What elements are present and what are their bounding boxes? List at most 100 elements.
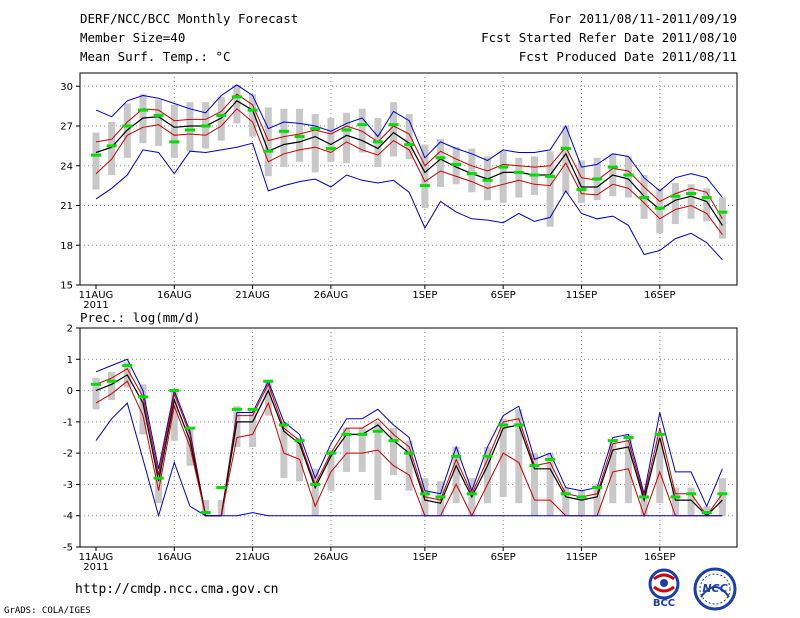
- spread-box: [687, 184, 695, 219]
- spread-box: [671, 487, 679, 516]
- spread-box: [562, 126, 570, 194]
- spread-box: [108, 371, 116, 400]
- spread-box: [390, 428, 398, 476]
- spread-box: [311, 114, 319, 173]
- x-tick-label: 6SEP: [491, 290, 516, 301]
- plot-frame-0: [79, 72, 738, 286]
- produced-date: Fcst Produced Date 2011/08/11: [518, 49, 737, 64]
- spread-box: [484, 156, 491, 201]
- spread-box: [264, 381, 272, 416]
- x-tick-label: 26AUG: [314, 552, 349, 563]
- spread-box: [343, 112, 351, 164]
- upper-line: [95, 93, 723, 220]
- lower-line: [95, 108, 723, 235]
- prec-label: Prec.: log(mm/d): [80, 310, 201, 325]
- spread-box: [671, 182, 679, 225]
- x-tick-year: 2011: [83, 562, 108, 573]
- spread-box: [92, 132, 100, 190]
- y-tick-label: -3: [63, 480, 73, 491]
- member-size: Member Size=40: [80, 30, 186, 45]
- spread-box: [280, 108, 288, 168]
- spread-box: [327, 118, 335, 162]
- spread-box: [499, 151, 507, 203]
- spread-box: [421, 144, 429, 209]
- spread-box: [155, 99, 163, 146]
- x-tick-label: 16AUG: [157, 552, 192, 563]
- spread-box: [217, 96, 225, 141]
- spread-box: [515, 409, 523, 504]
- spread-box: [139, 384, 147, 435]
- spread-box: [687, 487, 695, 516]
- spread-box: [437, 481, 445, 516]
- spread-box: [358, 108, 366, 153]
- spread-box: [233, 84, 241, 124]
- spread-box: [202, 500, 210, 516]
- spread-box: [264, 107, 272, 177]
- bcc-logo-icon: [648, 568, 680, 600]
- x-tick-label: 1SEP: [412, 552, 437, 563]
- spread-box: [170, 390, 178, 441]
- spread-box: [155, 465, 163, 504]
- refer-date: Fcst Started Refer Date 2011/08/10: [481, 30, 737, 45]
- spread-box: [311, 468, 319, 516]
- lower-line: [95, 380, 723, 518]
- spread-box: [327, 450, 335, 491]
- spread-box: [624, 156, 632, 198]
- spread-box: [703, 506, 711, 516]
- variable-label: Mean Surf. Temp.: °C: [80, 49, 231, 64]
- spread-box: [499, 418, 507, 497]
- spread-box: [249, 94, 257, 137]
- spread-box: [656, 188, 664, 234]
- max-line: [95, 84, 723, 198]
- chart-title: DERF/NCC/BCC Monthly Forecast: [80, 11, 299, 26]
- y-tick-label: 15: [60, 281, 73, 292]
- y-tick-label: -4: [63, 511, 73, 522]
- bcc-logo: BCC: [641, 567, 687, 611]
- min-line: [95, 142, 723, 261]
- forecast-period: For 2011/08/11-2011/09/19: [548, 11, 737, 26]
- spread-box: [249, 409, 257, 447]
- x-tick-label: 11AUG: [79, 552, 114, 563]
- y-tick-label: -1: [63, 417, 73, 428]
- spread-box: [577, 160, 585, 203]
- y-tick-label: 24: [60, 161, 73, 172]
- x-tick-label: 11SEP: [566, 290, 597, 301]
- x-tick-label: 16SEP: [644, 290, 675, 301]
- y-tick-label: 18: [60, 241, 73, 252]
- spread-box: [530, 453, 538, 516]
- spread-box: [577, 490, 585, 516]
- spread-box: [217, 500, 225, 516]
- spread-box: [437, 139, 445, 187]
- footer-url[interactable]: http://cmdp.ncc.cma.gov.cn: [75, 582, 279, 597]
- spread-box: [186, 102, 194, 152]
- spread-box: [108, 122, 116, 176]
- x-tick-label: 16AUG: [157, 290, 192, 301]
- ncc-logo-text: NCC: [702, 582, 728, 595]
- x-tick-label: 16SEP: [644, 552, 675, 563]
- spread-box: [656, 437, 664, 504]
- spread-box: [233, 406, 241, 447]
- spread-box: [703, 188, 711, 222]
- y-tick-label: 21: [60, 201, 73, 212]
- y-tick-label: 27: [60, 122, 73, 133]
- spread-box: [640, 490, 648, 516]
- y-tick-label: 1: [67, 355, 73, 366]
- spread-box: [374, 421, 382, 501]
- y-tick-label: -2: [63, 449, 73, 460]
- spread-box: [546, 151, 554, 227]
- spread-box: [390, 102, 398, 157]
- spread-box: [515, 157, 523, 198]
- spread-box: [358, 428, 366, 472]
- x-tick-label: 11SEP: [566, 552, 597, 563]
- ncc-logo: NCC: [693, 567, 737, 611]
- spread-box: [546, 453, 554, 516]
- spread-box: [484, 446, 491, 504]
- x-tick-label: 1SEP: [412, 290, 437, 301]
- spread-box: [452, 446, 460, 504]
- ncc-logo-icon: [693, 567, 737, 611]
- spread-box: [280, 421, 288, 479]
- spread-box: [562, 487, 570, 516]
- spread-box: [718, 478, 726, 516]
- spread-box: [343, 428, 351, 472]
